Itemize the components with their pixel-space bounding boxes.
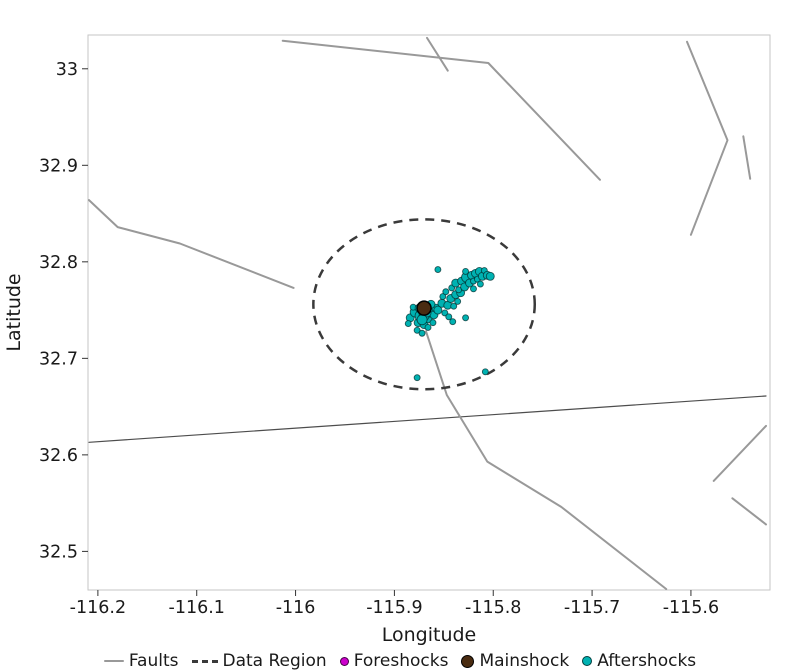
x-axis-label: Longitude [382, 624, 477, 646]
legend-item-data-region: Data Region [191, 651, 327, 671]
legend-label-mainshock: Mainshock [479, 651, 570, 671]
x-tick-label: -115.8 [465, 598, 521, 618]
y-tick-label: 33 [56, 60, 78, 80]
y-tick-label: 32.9 [39, 156, 78, 176]
legend-label-data-region: Data Region [222, 651, 327, 671]
y-tick-label: 32.5 [39, 542, 78, 562]
chart-canvas: -116.2 -116.1 -116 -115.9 -115.8 -115.7 -115.6… [3, 34, 771, 646]
fault-line [742, 135, 752, 180]
legend-label-foreshocks: Foreshocks [353, 651, 449, 671]
aftershock-point [429, 319, 437, 327]
faults-layer [88, 36, 767, 590]
aftershock-point [433, 305, 443, 315]
legend-marker-mainshock [461, 654, 475, 668]
aftershock-point [476, 280, 484, 288]
legend-item-aftershocks: Aftershocks [582, 651, 696, 671]
legend-marker-foreshocks [339, 656, 349, 666]
data-region-dash-swatch [191, 659, 218, 663]
fault-line [686, 40, 729, 236]
fault-line [426, 36, 449, 72]
x-tick-label: -116.2 [70, 598, 126, 618]
y-tick-label: 32.7 [39, 349, 78, 369]
data-region-ellipse [312, 218, 537, 391]
y-tick-label: 32.6 [39, 446, 78, 466]
aftershock-point [470, 285, 477, 293]
legend-item-mainshock: Mainshock [461, 651, 569, 671]
legend-label-aftershocks: Aftershocks [597, 651, 697, 671]
y-axis-label: Latitude [3, 273, 25, 351]
fault-line [281, 39, 601, 181]
mainshock-point [416, 300, 432, 316]
aftershock-point [442, 288, 450, 296]
aftershock-point [449, 318, 457, 326]
points-layer [404, 266, 495, 382]
x-tick-label: -116.1 [169, 598, 225, 618]
fault-line [712, 424, 767, 482]
aftershock-point [413, 326, 421, 334]
aftershock-point [450, 302, 458, 310]
x-tick-label: -115.7 [564, 598, 620, 618]
aftershock-point [418, 329, 426, 337]
aftershock-point [445, 313, 453, 321]
aftershock-point [481, 368, 489, 376]
aftershock-point [413, 374, 421, 382]
aftershock-point [462, 268, 470, 275]
fault-line [88, 199, 295, 289]
x-tick-label: -115.9 [366, 598, 422, 618]
y-tick-label: 32.8 [39, 253, 78, 273]
fault-line-swatch [103, 659, 124, 663]
aftershock-point [434, 266, 442, 273]
aftershock-point [454, 297, 462, 305]
aftershock-point [462, 314, 470, 322]
fault-line [731, 497, 767, 526]
aftershock-point [424, 324, 432, 331]
legend: Faults Data Region Foreshocks Mainshock … [0, 650, 800, 672]
aftershock-point [416, 314, 428, 326]
x-tick-label: -115.6 [663, 598, 719, 618]
fault-line [88, 395, 767, 443]
aftershock-point [404, 320, 412, 328]
legend-item-faults: Faults [103, 651, 179, 671]
legend-item-foreshocks: Foreshocks [339, 651, 449, 671]
aftershock-point [485, 271, 495, 281]
x-tick-label: -116 [276, 598, 316, 618]
aftershock-point [439, 293, 447, 301]
fault-line [425, 330, 668, 590]
legend-label-faults: Faults [128, 651, 179, 671]
legend-marker-aftershocks [582, 656, 593, 666]
